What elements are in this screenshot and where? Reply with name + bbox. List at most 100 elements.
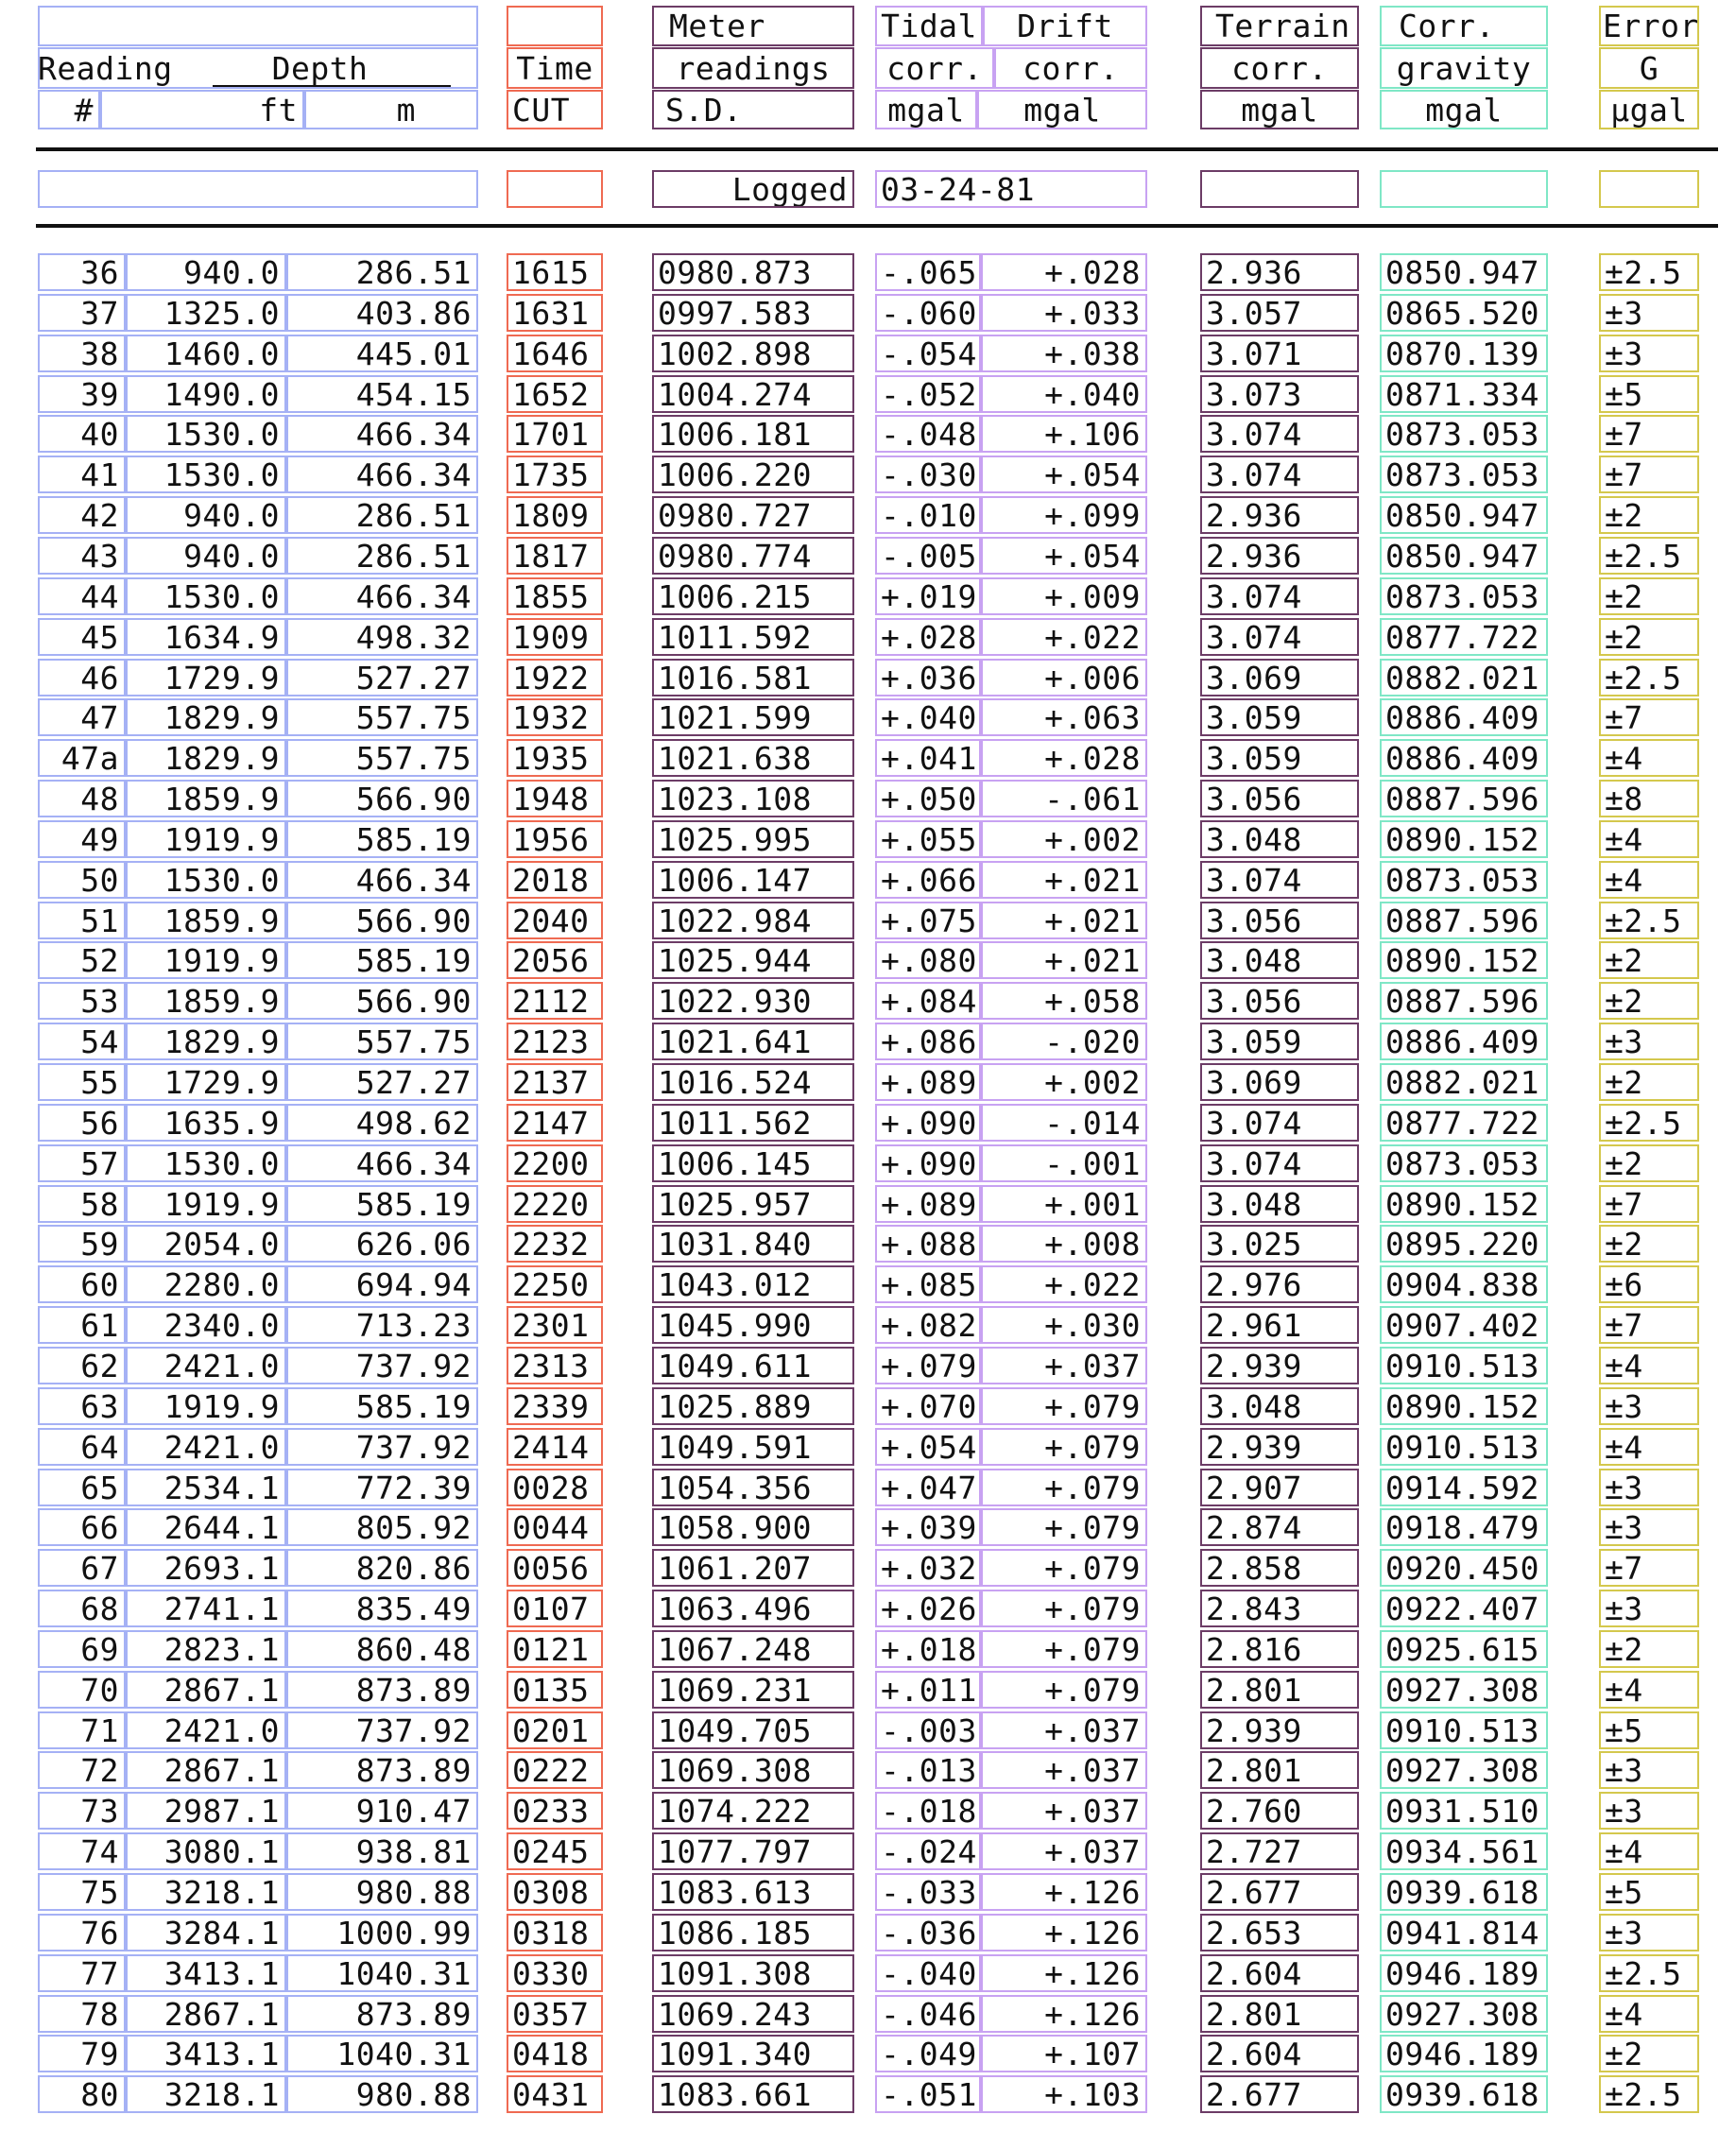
depth-ft-cell: 2823.1 (126, 1630, 286, 1668)
terrain-corr-cell: 2.976 (1200, 1265, 1359, 1303)
reading-number-cell: 72 (38, 1751, 126, 1789)
drift-corr-cell: +.021 (981, 861, 1147, 899)
terrain-corr-cell: 2.816 (1200, 1630, 1359, 1668)
depth-m-cell: 466.34 (286, 861, 478, 899)
tidal-corr-cell: +.089 (875, 1063, 981, 1101)
tidal-corr-cell: +.019 (875, 577, 981, 615)
logged-blank-time (507, 170, 603, 208)
meter-reading-cell: 1091.308 (652, 1954, 854, 1992)
drift-corr-cell: +.021 (981, 902, 1147, 939)
tidal-header-line2: corr. (875, 47, 994, 89)
gravity-header-line2: gravity (1380, 47, 1548, 89)
time-cell: 1922 (507, 659, 603, 696)
terrain-corr-cell: 2.604 (1200, 1954, 1359, 1992)
time-cell: 1631 (507, 294, 603, 332)
time-header-line2: CUT (507, 90, 603, 129)
corr-gravity-cell: 0886.409 (1380, 1023, 1548, 1060)
corr-gravity-cell: 0946.189 (1380, 1954, 1548, 1992)
logged-blank-reading (38, 170, 478, 208)
terrain-corr-cell: 2.604 (1200, 2035, 1359, 2072)
reading-number-cell: 67 (38, 1549, 126, 1587)
error-cell: ±4 (1599, 739, 1699, 777)
depth-ft-cell: 2280.0 (126, 1265, 286, 1303)
drift-corr-cell: +.054 (981, 537, 1147, 575)
terrain-corr-cell: 3.057 (1200, 294, 1359, 332)
terrain-corr-cell: 2.801 (1200, 1751, 1359, 1789)
drift-corr-cell: +.106 (981, 415, 1147, 453)
terrain-corr-cell: 2.961 (1200, 1306, 1359, 1344)
depth-m-cell: 466.34 (286, 456, 478, 493)
drift-corr-cell: +.054 (981, 456, 1147, 493)
depth-m-cell: 566.90 (286, 982, 478, 1020)
reading-number-cell: 39 (38, 375, 126, 413)
reading-number-cell: 68 (38, 1590, 126, 1627)
terrain-corr-cell: 3.048 (1200, 941, 1359, 979)
tidal-corr-cell: -.049 (875, 2035, 981, 2072)
depth-m-cell: 980.88 (286, 2075, 478, 2113)
error-cell: ±2.5 (1599, 902, 1699, 939)
depth-ft-cell: 1460.0 (126, 335, 286, 372)
reading-number-cell: 64 (38, 1428, 126, 1466)
tidal-corr-cell: +.080 (875, 941, 981, 979)
header-rule-bottom (36, 224, 1718, 228)
depth-ft-cell: 1530.0 (126, 861, 286, 899)
time-cell: 2147 (507, 1104, 603, 1142)
corr-gravity-cell: 0895.220 (1380, 1225, 1548, 1263)
error-cell: ±4 (1599, 1995, 1699, 2033)
time-cell: 1809 (507, 496, 603, 534)
tidal-corr-cell: -.048 (875, 415, 981, 453)
meter-reading-cell: 1083.661 (652, 2075, 854, 2113)
error-cell: ±3 (1599, 1023, 1699, 1060)
drift-corr-cell: +.079 (981, 1508, 1147, 1546)
reading-number-cell: 52 (38, 941, 126, 979)
corr-gravity-cell: 0877.722 (1380, 618, 1548, 656)
depth-m-cell: 466.34 (286, 577, 478, 615)
corr-gravity-cell: 0910.513 (1380, 1711, 1548, 1749)
time-cell: 0044 (507, 1508, 603, 1546)
meter-reading-cell: 1045.990 (652, 1306, 854, 1344)
error-cell: ±7 (1599, 1549, 1699, 1587)
meter-reading-cell: 1067.248 (652, 1630, 854, 1668)
depth-ft-cell: 3218.1 (126, 2075, 286, 2113)
error-cell: ±5 (1599, 1711, 1699, 1749)
depth-ft-cell: 1829.9 (126, 698, 286, 736)
terrain-corr-cell: 2.936 (1200, 537, 1359, 575)
depth-ft-cell: 3413.1 (126, 2035, 286, 2072)
depth-m-cell: 737.92 (286, 1347, 478, 1384)
meter-reading-cell: 0980.727 (652, 496, 854, 534)
drift-corr-cell: +.028 (981, 253, 1147, 291)
meter-reading-cell: 1021.641 (652, 1023, 854, 1060)
depth-ft-cell: 1919.9 (126, 1185, 286, 1223)
terrain-corr-cell: 3.025 (1200, 1225, 1359, 1263)
depth-m-cell: 873.89 (286, 1995, 478, 2033)
error-cell: ±3 (1599, 1914, 1699, 1951)
error-cell: ±7 (1599, 698, 1699, 736)
depth-ft-cell: 2421.0 (126, 1428, 286, 1466)
drift-header-line2: corr. (994, 47, 1147, 89)
time-cell: 2040 (507, 902, 603, 939)
time-cell: 1948 (507, 780, 603, 817)
depth-ft-cell: 1530.0 (126, 1144, 286, 1182)
error-cell: ±2 (1599, 496, 1699, 534)
meter-reading-cell: 1074.222 (652, 1792, 854, 1830)
meter-reading-cell: 1069.308 (652, 1751, 854, 1789)
reading-number-cell: 46 (38, 659, 126, 696)
reading-number-cell: 80 (38, 2075, 126, 2113)
drift-corr-cell: +.009 (981, 577, 1147, 615)
meter-reading-cell: 1061.207 (652, 1549, 854, 1587)
drift-header-line3: mgal (977, 90, 1147, 129)
corr-gravity-cell: 0946.189 (1380, 2035, 1548, 2072)
terrain-corr-cell: 2.936 (1200, 496, 1359, 534)
depth-ft-cell: 1729.9 (126, 659, 286, 696)
logged-blank-terrain (1200, 170, 1359, 208)
meter-reading-cell: 1016.581 (652, 659, 854, 696)
depth-m-cell: 557.75 (286, 1023, 478, 1060)
tidal-corr-cell: +.070 (875, 1387, 981, 1425)
meter-reading-cell: 1016.524 (652, 1063, 854, 1101)
error-cell: ±3 (1599, 1751, 1699, 1789)
reading-number-cell: 61 (38, 1306, 126, 1344)
terrain-corr-cell: 3.056 (1200, 982, 1359, 1020)
drift-corr-cell: +.001 (981, 1185, 1147, 1223)
corr-gravity-cell: 0877.722 (1380, 1104, 1548, 1142)
error-cell: ±3 (1599, 335, 1699, 372)
